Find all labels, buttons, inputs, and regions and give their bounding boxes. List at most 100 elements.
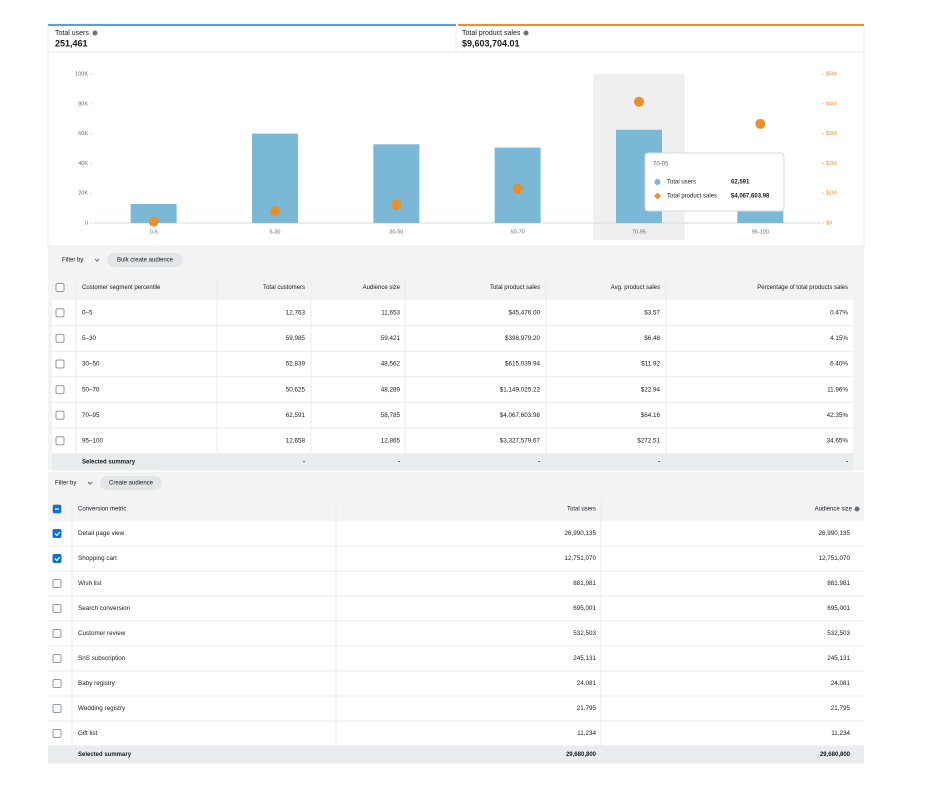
tooltip-value: 62,591 (731, 180, 750, 186)
cell: $11.92 (641, 361, 660, 368)
summary-cell: Selected summary (82, 460, 136, 466)
summary-cell: - (538, 460, 540, 466)
tab[interactable]: Total users 251,461 (55, 30, 98, 49)
checkbox[interactable] (52, 554, 62, 563)
summary-cell: - (846, 460, 848, 466)
cell: 695,001 (573, 605, 596, 612)
tooltip-value: $4,067,603.98 (731, 194, 770, 200)
info-icon[interactable] (854, 506, 860, 512)
checkbox[interactable] (52, 629, 62, 638)
column-header[interactable]: Avg. product sales (611, 285, 660, 291)
cell: 26,990,135 (564, 530, 596, 537)
button-bg[interactable] (100, 476, 162, 490)
table: Filter by Create audience Conversion metri… (48, 476, 864, 763)
dot (270, 206, 280, 217)
cell: 50–70 (82, 386, 100, 393)
column-header[interactable]: Total users (567, 507, 596, 513)
checkbox-box[interactable] (55, 359, 65, 369)
cell: 62,591 (286, 412, 306, 419)
column-header[interactable]: Audience size (815, 507, 853, 513)
column-header[interactable]: Audience size (363, 285, 401, 291)
checkbox[interactable] (52, 579, 62, 588)
button[interactable]: Bulk create audience (107, 253, 183, 267)
cell: $1,149,025.22 (500, 386, 541, 393)
checkbox-box[interactable] (52, 529, 62, 538)
filter-label[interactable]: Filter by (55, 481, 76, 487)
cell: $398,979.20 (505, 335, 541, 342)
cell: $3.57 (644, 309, 660, 316)
checkbox[interactable] (55, 308, 65, 318)
check-mark (54, 531, 61, 537)
checkbox[interactable] (55, 333, 65, 343)
checkbox[interactable] (52, 704, 62, 713)
tooltip: 70-95 Total users 62,591 Total product sale… (644, 152, 785, 212)
checkbox-box[interactable] (55, 283, 65, 292)
x-tick-label: 95-100 (752, 229, 769, 235)
checkbox[interactable] (52, 654, 62, 663)
checkbox-box[interactable] (52, 579, 62, 588)
bar (373, 144, 420, 223)
chevron[interactable] (94, 258, 100, 262)
summary-row (48, 746, 864, 763)
legend-swatch (653, 192, 662, 200)
column-header[interactable]: Total customers (263, 285, 305, 291)
tab-value: $9,603,704.01 (462, 38, 520, 48)
checkbox-box[interactable] (52, 654, 62, 663)
cell: 70–95 (82, 412, 100, 419)
column-header[interactable]: Percentage of total products sales (757, 285, 848, 291)
cell: 11,234 (831, 730, 850, 737)
checkbox-box[interactable] (52, 604, 62, 613)
legend-label: Total product sales (667, 194, 717, 200)
checkbox-box[interactable] (55, 436, 65, 446)
cell: 12,763 (286, 309, 306, 316)
info-icon[interactable] (92, 30, 98, 36)
tooltip-box (644, 152, 785, 212)
checkbox[interactable] (55, 436, 65, 446)
checkbox[interactable] (55, 359, 65, 369)
checkbox-box[interactable] (55, 333, 65, 343)
checkbox[interactable] (52, 729, 62, 738)
chevron[interactable] (87, 481, 93, 485)
dot (755, 118, 766, 129)
y2-tick-label: $3M (826, 131, 837, 137)
checkbox-box[interactable] (52, 729, 62, 738)
tab[interactable]: Total product sales $9,603,704.01 (462, 30, 529, 49)
cell: 12,658 (286, 437, 306, 444)
checkbox[interactable] (52, 679, 62, 688)
column-header[interactable]: Customer segment percentile (82, 285, 161, 291)
button[interactable]: Create audience (100, 476, 162, 490)
checkbox[interactable] (55, 385, 65, 395)
button-label[interactable]: Create audience (109, 481, 154, 487)
button-label[interactable]: Bulk create audience (117, 258, 174, 264)
cell: 12,751,070 (564, 555, 596, 562)
checkbox-box[interactable] (55, 308, 65, 318)
column-header[interactable]: Conversion metric (78, 507, 126, 513)
cell: 0–5 (82, 309, 93, 316)
checkbox[interactable] (52, 604, 62, 613)
tab-label: Total product sales (462, 30, 521, 37)
cell: 24,081 (831, 680, 851, 687)
checkbox[interactable] (55, 283, 65, 292)
checkbox[interactable] (55, 410, 65, 420)
checkbox-box[interactable] (52, 629, 62, 638)
cell: 4.15% (830, 335, 848, 342)
button-bg[interactable] (107, 253, 183, 267)
tab-indicator (48, 24, 456, 26)
cell: Wish list (78, 580, 102, 587)
cell: Customer review (78, 630, 126, 637)
checkbox-box[interactable] (52, 679, 62, 688)
checkbox-box[interactable] (52, 704, 62, 713)
summary-cell: 29,680,800 (566, 752, 597, 758)
filter-label[interactable]: Filter by (62, 258, 83, 264)
info-icon[interactable] (523, 30, 529, 36)
checkbox-box[interactable] (55, 410, 65, 420)
checkbox-box[interactable] (52, 554, 62, 563)
dot (391, 199, 402, 210)
cell: $272.51 (637, 437, 660, 444)
checkbox-box[interactable] (55, 385, 65, 395)
column-header[interactable]: Total product sales (490, 285, 540, 291)
y2-tick-label: $2M (826, 161, 837, 167)
checkbox[interactable] (52, 529, 62, 538)
cell: 48,562 (381, 361, 401, 368)
cell: 6.40% (830, 361, 848, 368)
